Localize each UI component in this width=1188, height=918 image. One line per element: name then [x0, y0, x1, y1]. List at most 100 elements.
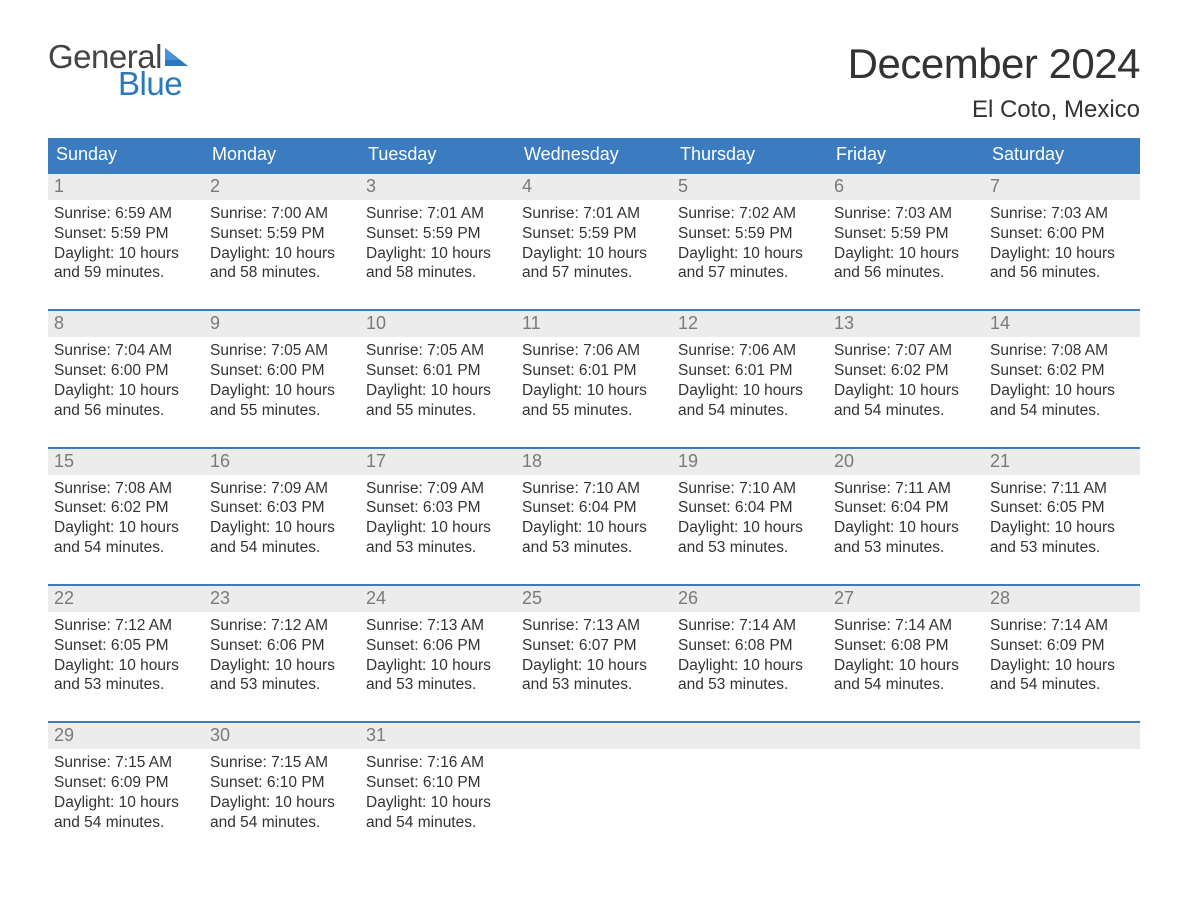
daynum-row: 15161718192021: [48, 449, 1140, 475]
day-cell: Sunrise: 7:03 AMSunset: 6:00 PMDaylight:…: [984, 200, 1140, 283]
daylight-line1: Daylight: 10 hours: [366, 244, 510, 264]
sunrise-text: Sunrise: 7:14 AM: [990, 616, 1134, 636]
day-number: 21: [984, 449, 1140, 475]
daylight-line1: Daylight: 10 hours: [834, 518, 978, 538]
day-cell: Sunrise: 7:09 AMSunset: 6:03 PMDaylight:…: [360, 475, 516, 558]
day-number: 22: [48, 586, 204, 612]
daylight-line1: Daylight: 10 hours: [522, 656, 666, 676]
sunrise-text: Sunrise: 7:09 AM: [210, 479, 354, 499]
daylight-line2: and 54 minutes.: [990, 401, 1134, 421]
daylight-line1: Daylight: 10 hours: [210, 656, 354, 676]
sunset-text: Sunset: 6:02 PM: [834, 361, 978, 381]
sunrise-text: Sunrise: 7:00 AM: [210, 204, 354, 224]
day-cell: Sunrise: 7:14 AMSunset: 6:08 PMDaylight:…: [828, 612, 984, 695]
daylight-line1: Daylight: 10 hours: [834, 381, 978, 401]
daylight-line2: and 53 minutes.: [834, 538, 978, 558]
daylight-line2: and 56 minutes.: [54, 401, 198, 421]
daylight-line1: Daylight: 10 hours: [990, 244, 1134, 264]
day-number: 7: [984, 174, 1140, 200]
sunset-text: Sunset: 6:08 PM: [834, 636, 978, 656]
sunset-text: Sunset: 5:59 PM: [54, 224, 198, 244]
day-cell: Sunrise: 7:11 AMSunset: 6:04 PMDaylight:…: [828, 475, 984, 558]
daylight-line1: Daylight: 10 hours: [678, 656, 822, 676]
day-cell: Sunrise: 7:05 AMSunset: 6:00 PMDaylight:…: [204, 337, 360, 420]
sunrise-text: Sunrise: 7:06 AM: [678, 341, 822, 361]
sunrise-text: Sunrise: 7:04 AM: [54, 341, 198, 361]
day-number: 24: [360, 586, 516, 612]
day-number: 6: [828, 174, 984, 200]
day-number: [828, 723, 984, 749]
day-cell: Sunrise: 7:10 AMSunset: 6:04 PMDaylight:…: [516, 475, 672, 558]
day-cell: Sunrise: 7:12 AMSunset: 6:05 PMDaylight:…: [48, 612, 204, 695]
daylight-line1: Daylight: 10 hours: [522, 518, 666, 538]
page-subtitle: El Coto, Mexico: [848, 96, 1140, 124]
day-cell: Sunrise: 7:15 AMSunset: 6:09 PMDaylight:…: [48, 749, 204, 832]
daylight-line2: and 54 minutes.: [54, 538, 198, 558]
day-cell: Sunrise: 7:08 AMSunset: 6:02 PMDaylight:…: [48, 475, 204, 558]
sunrise-text: Sunrise: 7:05 AM: [210, 341, 354, 361]
sunrise-text: Sunrise: 7:05 AM: [366, 341, 510, 361]
sunrise-text: Sunrise: 7:13 AM: [366, 616, 510, 636]
daylight-line1: Daylight: 10 hours: [990, 518, 1134, 538]
calendar-week: 293031 Sunrise: 7:15 AMSunset: 6:09 PMDa…: [48, 721, 1140, 832]
day-cell: Sunrise: 7:07 AMSunset: 6:02 PMDaylight:…: [828, 337, 984, 420]
sunset-text: Sunset: 6:08 PM: [678, 636, 822, 656]
daylight-line1: Daylight: 10 hours: [54, 244, 198, 264]
day-cell: [984, 749, 1140, 832]
sunrise-text: Sunrise: 7:06 AM: [522, 341, 666, 361]
sunset-text: Sunset: 6:03 PM: [210, 498, 354, 518]
daylight-line2: and 56 minutes.: [834, 263, 978, 283]
day-cell: Sunrise: 7:06 AMSunset: 6:01 PMDaylight:…: [672, 337, 828, 420]
daylight-line2: and 54 minutes.: [678, 401, 822, 421]
day-number: 23: [204, 586, 360, 612]
day-cell: Sunrise: 7:00 AMSunset: 5:59 PMDaylight:…: [204, 200, 360, 283]
sunset-text: Sunset: 6:09 PM: [54, 773, 198, 793]
day-number: 26: [672, 586, 828, 612]
title-block: December 2024 El Coto, Mexico: [848, 40, 1140, 124]
daylight-line1: Daylight: 10 hours: [366, 381, 510, 401]
sunset-text: Sunset: 6:04 PM: [834, 498, 978, 518]
sunset-text: Sunset: 6:00 PM: [54, 361, 198, 381]
weekday-tuesday: Tuesday: [360, 138, 516, 172]
day-number: 20: [828, 449, 984, 475]
day-number: 19: [672, 449, 828, 475]
daylight-line1: Daylight: 10 hours: [522, 381, 666, 401]
sunset-text: Sunset: 6:03 PM: [366, 498, 510, 518]
day-number: [672, 723, 828, 749]
day-number: 15: [48, 449, 204, 475]
sunset-text: Sunset: 5:59 PM: [522, 224, 666, 244]
sunset-text: Sunset: 6:06 PM: [210, 636, 354, 656]
daylight-line1: Daylight: 10 hours: [990, 656, 1134, 676]
sunset-text: Sunset: 6:04 PM: [522, 498, 666, 518]
day-number: 17: [360, 449, 516, 475]
sunrise-text: Sunrise: 7:03 AM: [834, 204, 978, 224]
day-cell: Sunrise: 6:59 AMSunset: 5:59 PMDaylight:…: [48, 200, 204, 283]
sunset-text: Sunset: 6:10 PM: [210, 773, 354, 793]
day-cell: Sunrise: 7:14 AMSunset: 6:08 PMDaylight:…: [672, 612, 828, 695]
calendar-week: 15161718192021Sunrise: 7:08 AMSunset: 6:…: [48, 447, 1140, 558]
day-number: 1: [48, 174, 204, 200]
calendar-week: 1234567Sunrise: 6:59 AMSunset: 5:59 PMDa…: [48, 172, 1140, 283]
day-number: 25: [516, 586, 672, 612]
daylight-line2: and 55 minutes.: [522, 401, 666, 421]
sunrise-text: Sunrise: 7:02 AM: [678, 204, 822, 224]
daylight-line2: and 53 minutes.: [522, 675, 666, 695]
daylight-line2: and 53 minutes.: [678, 538, 822, 558]
page-title: December 2024: [848, 40, 1140, 88]
day-number: 29: [48, 723, 204, 749]
daylight-line2: and 53 minutes.: [990, 538, 1134, 558]
day-cell: [516, 749, 672, 832]
sunset-text: Sunset: 6:01 PM: [366, 361, 510, 381]
day-cell: Sunrise: 7:10 AMSunset: 6:04 PMDaylight:…: [672, 475, 828, 558]
sunrise-text: Sunrise: 7:08 AM: [54, 479, 198, 499]
calendar-week: 22232425262728Sunrise: 7:12 AMSunset: 6:…: [48, 584, 1140, 695]
sunset-text: Sunset: 6:07 PM: [522, 636, 666, 656]
day-number: 4: [516, 174, 672, 200]
day-number: 5: [672, 174, 828, 200]
daylight-line2: and 53 minutes.: [54, 675, 198, 695]
daylight-line1: Daylight: 10 hours: [210, 244, 354, 264]
day-number: 16: [204, 449, 360, 475]
sunset-text: Sunset: 6:04 PM: [678, 498, 822, 518]
sunrise-text: Sunrise: 7:08 AM: [990, 341, 1134, 361]
daylight-line2: and 57 minutes.: [522, 263, 666, 283]
